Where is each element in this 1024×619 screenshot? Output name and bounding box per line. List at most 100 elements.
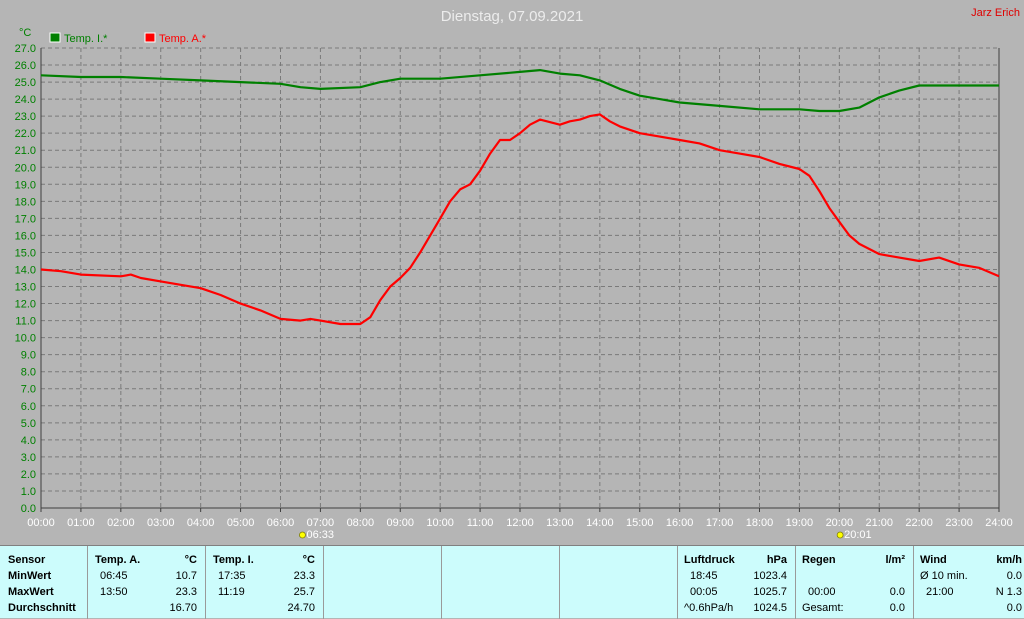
pressure-header: Luftdruck <box>684 554 735 566</box>
x-tick-label: 10:00 <box>426 517 454 529</box>
temp-i-header: Temp. I. <box>213 554 254 566</box>
wind-header: Wind <box>920 554 947 566</box>
y-tick-label: 26.0 <box>15 60 36 72</box>
temp-i-column: Temp. I. °C 17:35 23.3 11:19 25.7 24.70 <box>206 546 324 619</box>
sunrise-time: 06:33 <box>306 529 334 541</box>
x-tick-label: 24:00 <box>985 517 1013 529</box>
rain-column: Regen l/m² 00:00 0.0 Gesamt: 0.0 <box>796 546 914 619</box>
y-tick-label: 13.0 <box>15 282 36 294</box>
x-axis: 00:00 01:00 02:00 03:00 04:00 05:00 06:00 07:00… <box>27 507 1013 529</box>
y-tick-label: 10.0 <box>15 333 36 345</box>
wind-unit: km/h <box>996 554 1022 566</box>
temp-i-min-value: 23.3 <box>293 570 315 582</box>
y-tick-label: 8.0 <box>21 367 36 379</box>
temp-i-unit: °C <box>302 554 315 566</box>
pressure-max-time: 00:05 <box>690 586 718 598</box>
y-tick-label: 22.0 <box>15 128 36 140</box>
temp-i-min-time: 17:35 <box>218 570 246 582</box>
sensor-column: Sensor MinWert MaxWert Durchschnitt <box>0 546 88 619</box>
legend-swatch-outside <box>144 32 156 43</box>
y-tick-label: 9.0 <box>21 350 36 362</box>
y-tick-label: 21.0 <box>15 145 36 157</box>
wind-avg-value: 0.0 <box>1006 570 1022 582</box>
temp-a-average: 16.70 <box>169 602 197 614</box>
y-tick-label: 4.0 <box>21 435 36 447</box>
wind-column: Wind km/h Ø 10 min. 0.0 21:00 N 1.3 0.0 <box>914 546 1024 619</box>
temp-a-max-value: 23.3 <box>175 586 197 598</box>
temp-a-max-time: 13:50 <box>100 586 128 598</box>
y-tick-label: 12.0 <box>15 299 36 311</box>
grid <box>40 47 1000 509</box>
author-label: Jarz Erich <box>971 7 1020 19</box>
y-tick-label: 25.0 <box>15 77 36 89</box>
sunrise-icon <box>299 531 306 539</box>
sunset-icon <box>836 531 844 539</box>
x-tick-label: 11:00 <box>467 517 494 529</box>
x-tick-label: 06:00 <box>267 517 295 529</box>
rain-total-label: Gesamt: <box>802 602 844 614</box>
temp-a-min-time: 06:45 <box>100 570 128 582</box>
x-tick-label: 03:00 <box>147 517 175 529</box>
x-tick-label: 09:00 <box>386 517 414 529</box>
x-tick-label: 07:00 <box>307 517 335 529</box>
pressure-min-value: 1023.4 <box>753 570 787 582</box>
y-tick-label: 17.0 <box>15 213 36 225</box>
x-tick-label: 18:00 <box>746 517 774 529</box>
sensor-header: Sensor <box>8 554 46 566</box>
legend-label-outside: Temp. A.* <box>159 33 207 45</box>
x-tick-label: 14:00 <box>586 517 614 529</box>
y-tick-label: 16.0 <box>15 230 36 242</box>
y-tick-label: 14.0 <box>15 264 36 276</box>
temp-a-min-value: 10.7 <box>175 570 197 582</box>
rain-row-value: 0.0 <box>889 586 905 598</box>
x-tick-label: 23:00 <box>945 517 973 529</box>
x-tick-label: 13:00 <box>546 517 574 529</box>
pressure-trend-value: 1024.5 <box>753 602 787 614</box>
y-axis: 0.0 1.0 2.0 3.0 4.0 5.0 6.0 7.0 8.0 9.0 10.0 11.0 12… <box>15 43 1000 515</box>
pressure-trend-label: ^0.6hPa/h <box>684 602 734 614</box>
y-tick-label: 7.0 <box>21 384 36 396</box>
x-tick-label: 02:00 <box>107 517 135 529</box>
sun-markers: 06:33 20:01 <box>299 529 872 541</box>
rain-header: Regen <box>802 554 836 566</box>
wind-row-time: 21:00 <box>926 586 954 598</box>
pressure-min-time: 18:45 <box>690 570 718 582</box>
sunset-time: 20:01 <box>844 529 872 541</box>
x-tick-label: 20:00 <box>826 517 854 529</box>
x-tick-label: 05:00 <box>227 517 255 529</box>
series-lines <box>40 68 1000 326</box>
chart-title: Dienstag, 07.09.2021 <box>441 8 584 25</box>
x-tick-label: 08:00 <box>347 517 375 529</box>
temp-a-column: Temp. A. °C 06:45 10.7 13:50 23.3 16.70 <box>88 546 206 619</box>
y-tick-label: 15.0 <box>15 247 36 259</box>
y-tick-label: 23.0 <box>15 111 36 123</box>
y-tick-label: 5.0 <box>21 418 36 430</box>
pressure-max-value: 1025.7 <box>753 586 787 598</box>
min-label: MinWert <box>8 570 52 582</box>
max-label: MaxWert <box>8 586 54 598</box>
x-tick-label: 04:00 <box>187 517 215 529</box>
x-tick-label: 12:00 <box>506 517 534 529</box>
x-tick-label: 01:00 <box>67 517 95 529</box>
wind-row-value: N 1.3 <box>995 586 1022 598</box>
y-tick-label: 3.0 <box>21 452 36 464</box>
x-tick-label: 15:00 <box>626 517 654 529</box>
rain-row-time: 00:00 <box>808 586 836 598</box>
x-tick-label: 00:00 <box>27 517 55 529</box>
avg-label: Durchschnitt <box>8 602 76 614</box>
y-tick-label: 1.0 <box>21 486 36 498</box>
empty-column-1 <box>324 546 442 619</box>
x-tick-label: 16:00 <box>666 517 694 529</box>
y-tick-label: 0.0 <box>21 503 36 515</box>
y-tick-label: 27.0 <box>15 43 36 55</box>
wind-avg-label: Ø 10 min. <box>920 570 968 582</box>
rain-unit: l/m² <box>885 554 905 566</box>
statistics-panel: Sensor MinWert MaxWert Durchschnitt Temp… <box>0 545 1024 619</box>
y-tick-label: 24.0 <box>15 94 36 106</box>
temp-a-unit: °C <box>184 554 197 566</box>
pressure-unit: hPa <box>766 554 787 566</box>
wind-row3-value: 0.0 <box>1006 602 1022 614</box>
y-tick-label: 6.0 <box>21 401 36 413</box>
series-line-outside <box>40 113 1000 326</box>
x-tick-label: 22:00 <box>905 517 933 529</box>
